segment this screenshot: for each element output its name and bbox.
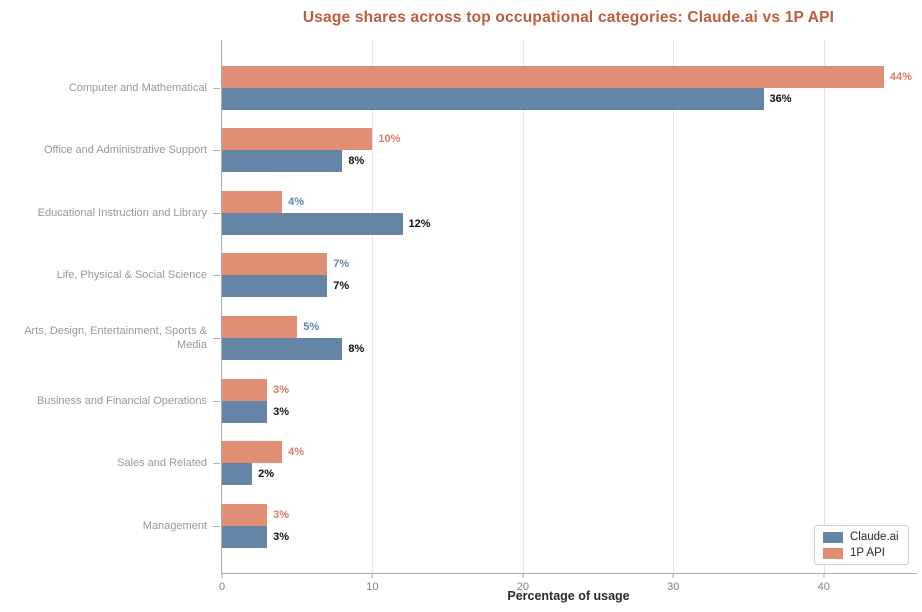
x-tick-label: 0 xyxy=(218,581,226,593)
bar-claude-ai xyxy=(222,400,268,423)
x-tick xyxy=(522,573,524,578)
category-label: Life, Physical & Social Science xyxy=(56,269,207,282)
bar-1p-api xyxy=(222,315,298,338)
plot-area: 0 10 20 30 40 44% 36% 10% 8% 4% 12% 7% 7% 5% 8% 3% 3% 4% 2… xyxy=(219,40,917,593)
category-label: Business and Financial Operations xyxy=(37,394,207,407)
value-label-claude-ai: 3% xyxy=(273,405,290,418)
x-tick xyxy=(221,573,223,578)
bar-claude-ai xyxy=(222,212,403,235)
value-label-claude-ai: 8% xyxy=(348,155,365,168)
legend-item: Claude.ai xyxy=(823,531,899,543)
legend: Claude.ai 1P API xyxy=(814,525,909,565)
value-label-claude-ai: 36% xyxy=(769,92,792,105)
bar-1p-api xyxy=(222,190,283,213)
y-tick xyxy=(213,463,220,465)
value-label-claude-ai: 7% xyxy=(333,280,350,293)
bar-1p-api xyxy=(222,65,884,88)
value-label-claude-ai: 12% xyxy=(408,217,431,230)
category-label: Office and Administrative Support xyxy=(43,144,207,157)
gridline xyxy=(522,40,524,573)
y-tick xyxy=(213,525,220,527)
y-tick xyxy=(213,212,220,214)
y-tick xyxy=(213,337,220,339)
bar-1p-api xyxy=(222,128,373,151)
legend-swatch-1p-api xyxy=(823,547,843,559)
x-tick-label: 20 xyxy=(516,581,529,593)
legend-label: 1P API xyxy=(850,547,885,559)
value-label-1p-api: 44% xyxy=(889,70,912,83)
value-label-1p-api: 3% xyxy=(273,508,290,521)
category-label: Educational Instruction and Library xyxy=(37,206,207,219)
x-tick xyxy=(823,573,825,578)
bar-1p-api xyxy=(222,441,283,464)
category-label: Management xyxy=(142,519,207,532)
x-tick-label: 10 xyxy=(366,581,379,593)
bar-1p-api xyxy=(222,253,328,276)
bar-claude-ai xyxy=(222,337,343,360)
chart-title: Usage shares across top occupational cat… xyxy=(302,9,835,26)
y-tick xyxy=(213,150,220,152)
value-label-1p-api: 7% xyxy=(333,258,350,271)
bar-claude-ai xyxy=(222,275,328,298)
x-tick xyxy=(672,573,674,578)
category-label: Arts, Design, Entertainment, Sports & Me… xyxy=(24,324,207,351)
x-tick xyxy=(371,573,373,578)
bar-1p-api xyxy=(222,378,268,401)
value-label-1p-api: 10% xyxy=(378,133,401,146)
value-label-1p-api: 5% xyxy=(303,320,320,333)
legend-item: 1P API xyxy=(823,547,899,559)
value-label-claude-ai: 2% xyxy=(258,468,274,481)
x-tick-label: 40 xyxy=(817,581,830,593)
bar-claude-ai xyxy=(222,525,268,548)
value-label-1p-api: 4% xyxy=(288,195,305,208)
legend-swatch-claude-ai xyxy=(823,531,843,543)
value-label-1p-api: 3% xyxy=(273,383,290,396)
value-label-1p-api: 4% xyxy=(288,446,305,459)
gridline xyxy=(673,40,675,573)
gridline xyxy=(372,40,374,573)
bar-claude-ai xyxy=(222,87,764,110)
bar-1p-api xyxy=(222,503,268,526)
y-tick xyxy=(213,87,220,89)
gridline xyxy=(823,40,825,573)
bar-claude-ai xyxy=(222,150,343,173)
value-label-claude-ai: 8% xyxy=(348,342,365,355)
x-axis-label: Percentage of usage xyxy=(507,589,630,603)
x-tick-label: 30 xyxy=(667,581,680,593)
legend-label: Claude.ai xyxy=(850,531,899,543)
value-label-claude-ai: 3% xyxy=(273,530,290,543)
y-tick xyxy=(213,275,220,277)
category-label: Sales and Related xyxy=(117,457,207,470)
y-tick xyxy=(213,400,220,402)
category-label: Computer and Mathematical xyxy=(68,81,207,94)
bar-claude-ai xyxy=(222,463,253,486)
